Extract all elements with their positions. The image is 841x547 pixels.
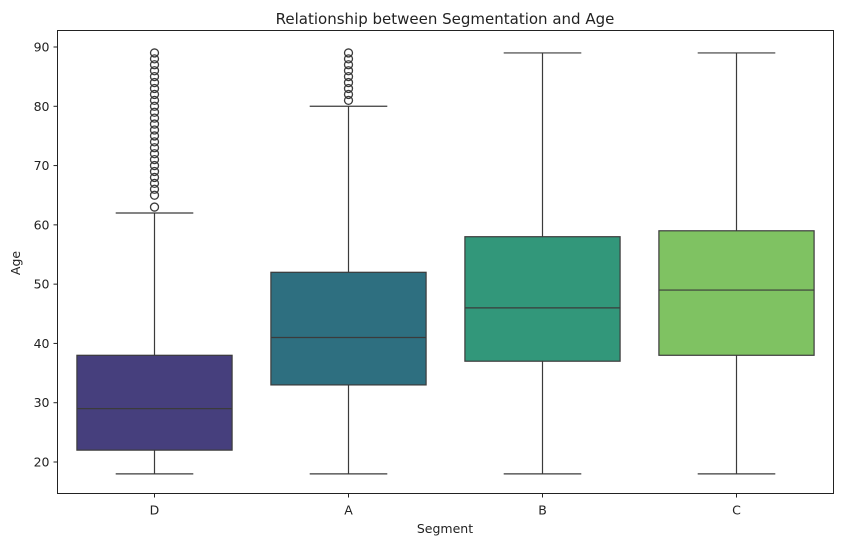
outlier-point — [149, 154, 160, 165]
y-axis-label: Age — [8, 251, 23, 275]
outlier-point — [343, 77, 354, 88]
box-D — [76, 48, 233, 475]
outlier-point — [149, 125, 160, 135]
x-tick-label: A — [344, 503, 353, 518]
box-B — [464, 52, 621, 475]
outlier-point — [149, 83, 160, 94]
chart-title: Relationship between Segmentation and Ag… — [276, 10, 615, 28]
outlier-point — [149, 113, 160, 123]
outlier-point — [149, 137, 160, 147]
y-tick-label: 50 — [34, 277, 50, 292]
outlier-point — [149, 184, 160, 194]
y-axis: 20 30 40 50 60 70 80 90 — [34, 40, 58, 470]
outlier-point — [149, 60, 160, 70]
outlier-point — [343, 48, 354, 58]
box-series — [76, 48, 815, 475]
outlier-point — [343, 89, 354, 100]
outlier-point — [149, 66, 160, 76]
outlier-point — [149, 131, 160, 141]
outlier-point — [149, 172, 160, 183]
outlier-point — [343, 60, 354, 70]
outlier-point — [149, 119, 160, 129]
y-tick-label: 80 — [34, 99, 50, 114]
outlier-point — [343, 66, 354, 76]
x-axis-label: Segment — [417, 521, 473, 536]
outlier-point — [149, 178, 160, 189]
outlier-point — [149, 48, 160, 58]
y-tick-label: 30 — [34, 395, 50, 410]
y-tick-label: 60 — [34, 217, 50, 232]
outlier-point — [149, 166, 160, 177]
iqr-box — [658, 230, 815, 356]
x-tick-label: D — [150, 503, 160, 518]
outlier-point — [149, 143, 160, 153]
outlier-point — [149, 107, 160, 117]
iqr-box — [270, 271, 427, 386]
iqr-box — [464, 236, 621, 362]
outlier-point — [343, 71, 354, 82]
y-tick-label: 90 — [34, 40, 50, 55]
outlier-point — [149, 95, 160, 106]
outlier-point — [149, 77, 160, 88]
outlier-point — [343, 83, 354, 94]
outlier-point — [343, 95, 354, 106]
plot-frame — [57, 30, 834, 494]
box-C — [658, 52, 815, 475]
iqr-box — [76, 354, 233, 451]
outlier-point — [149, 160, 160, 171]
outlier-point — [149, 54, 160, 64]
y-tick-label: 70 — [34, 158, 50, 173]
outlier-point — [343, 54, 354, 64]
outlier-point — [149, 202, 160, 212]
y-tick-label: 40 — [34, 336, 50, 351]
outlier-point — [149, 149, 160, 159]
box-A — [270, 48, 427, 475]
outlier-point — [149, 89, 160, 100]
outlier-point — [149, 71, 160, 82]
y-tick-label: 20 — [34, 455, 50, 470]
outlier-point — [149, 190, 160, 200]
outlier-point — [149, 101, 160, 111]
x-tick-label: C — [732, 503, 741, 518]
x-tick-label: B — [538, 503, 547, 518]
